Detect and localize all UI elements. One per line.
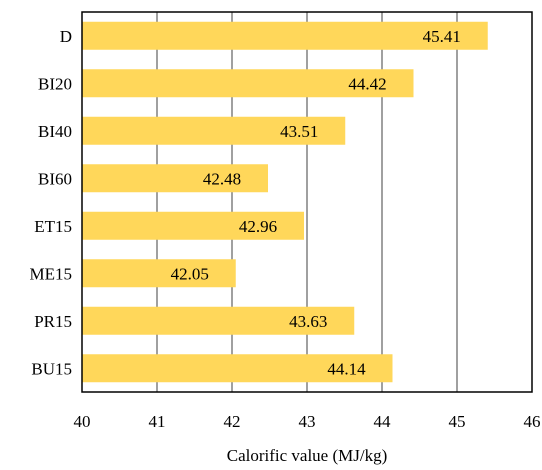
bar [82, 69, 414, 98]
bar [82, 211, 304, 240]
category-label: PR15 [34, 312, 72, 331]
category-label: D [60, 27, 72, 46]
data-label: 42.96 [239, 217, 277, 236]
x-tick-label: 43 [299, 412, 316, 431]
category-label: BU15 [31, 359, 72, 378]
gridlines [156, 12, 458, 392]
bar [82, 116, 346, 145]
data-label: 45.41 [423, 27, 461, 46]
bar [82, 354, 393, 383]
bar [82, 259, 236, 288]
category-label: BI20 [38, 74, 72, 93]
data-label: 43.63 [289, 312, 327, 331]
x-tick-label: 41 [149, 412, 166, 431]
x-tick-label: 40 [74, 412, 91, 431]
x-tick-label: 44 [374, 412, 392, 431]
plot-frame [81, 11, 533, 393]
category-label: BI60 [38, 169, 72, 188]
category-label: ME15 [30, 264, 73, 283]
x-axis-title: Calorific value (MJ/kg) [227, 446, 388, 465]
x-tick-label: 42 [224, 412, 241, 431]
data-label: 44.14 [327, 359, 366, 378]
category-labels: D BI20 BI40 BI60 ET15 ME15 PR15 BU15 [30, 27, 73, 379]
data-label: 43.51 [280, 122, 318, 141]
x-tick-label: 46 [524, 412, 541, 431]
data-label: 44.42 [348, 74, 386, 93]
x-tick-label: 45 [449, 412, 466, 431]
bar [82, 164, 268, 193]
data-labels: 45.41 44.42 43.51 42.48 42.96 42.05 43.63 44.14 [171, 27, 461, 379]
bars [82, 21, 488, 383]
category-label: BI40 [38, 122, 72, 141]
x-tick-labels: 40 41 42 43 44 45 46 [74, 412, 541, 431]
category-label: ET15 [34, 217, 72, 236]
bar [82, 306, 355, 335]
data-label: 42.05 [171, 264, 209, 283]
data-label: 42.48 [203, 169, 241, 188]
bar [82, 21, 488, 50]
